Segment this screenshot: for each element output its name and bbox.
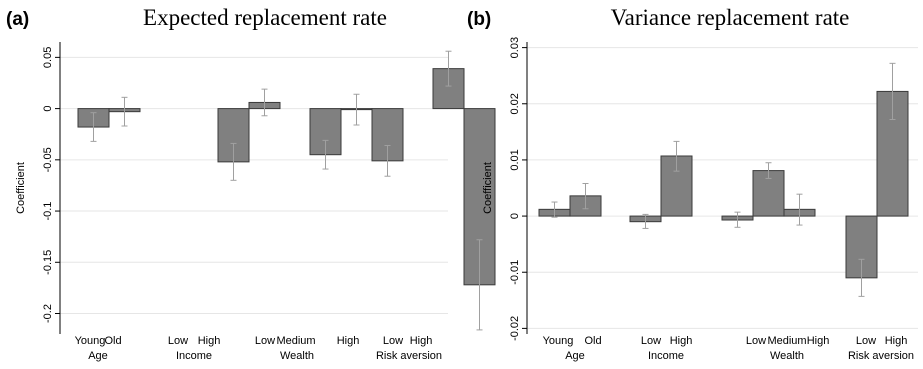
category-label: High — [670, 335, 693, 347]
group-label: Wealth — [770, 350, 804, 362]
y-tick-label: 0 — [42, 106, 54, 112]
chart-title: Expected replacement rate — [143, 5, 387, 30]
group-label: Risk aversion — [376, 350, 442, 362]
y-tick-label: 0.03 — [509, 37, 521, 58]
chart-panel-b: (b) Variance replacement rate -0.02 -0.01 0 0… — [467, 5, 918, 362]
y-axis-label: Coefficient — [482, 162, 494, 214]
group-label: Age — [565, 350, 585, 362]
category-label: Old — [584, 335, 601, 347]
category-label: Medium — [767, 335, 806, 347]
category-label: High — [807, 335, 830, 347]
category-label: Low — [856, 335, 876, 347]
category-label: Old — [104, 335, 121, 347]
category-label: Low — [255, 335, 275, 347]
group-label: Age — [88, 350, 108, 362]
y-tick-label: 0.02 — [509, 93, 521, 114]
category-label: Low — [383, 335, 403, 347]
group-label: Wealth — [280, 350, 314, 362]
category-label: High — [198, 335, 221, 347]
category-label: High — [410, 335, 433, 347]
group-label: Risk aversion — [848, 350, 914, 362]
chart-panel-a: (a) Expected replacement rate -0.2 -0.15 -0.… — [6, 5, 496, 362]
group-label: Income — [648, 350, 684, 362]
category-label: High — [337, 335, 360, 347]
category-label: Young — [75, 335, 106, 347]
group-label: Income — [176, 350, 212, 362]
y-axis-label: Coefficient — [15, 162, 27, 214]
panel-letter: (a) — [6, 9, 29, 30]
y-tick-label: -0.02 — [509, 316, 521, 341]
y-tick-label: 0 — [509, 213, 521, 219]
y-tick-label: -0.2 — [42, 304, 54, 323]
category-label: Low — [641, 335, 661, 347]
category-label: Medium — [276, 335, 315, 347]
chart-title: Variance replacement rate — [611, 5, 850, 30]
y-tick-label: -0.15 — [42, 250, 54, 275]
y-tick-label: -0.01 — [509, 260, 521, 285]
category-label: Young — [543, 335, 574, 347]
y-tick-label: 0.05 — [42, 47, 54, 68]
bar-wealth-medium — [752, 170, 785, 217]
y-tick-label: 0.01 — [509, 149, 521, 170]
y-tick-label: -0.1 — [42, 202, 54, 221]
category-label: Low — [168, 335, 188, 347]
category-label: High — [885, 335, 908, 347]
category-label: Low — [746, 335, 766, 347]
panel-letter: (b) — [467, 9, 491, 30]
y-tick-label: -0.05 — [42, 147, 54, 172]
